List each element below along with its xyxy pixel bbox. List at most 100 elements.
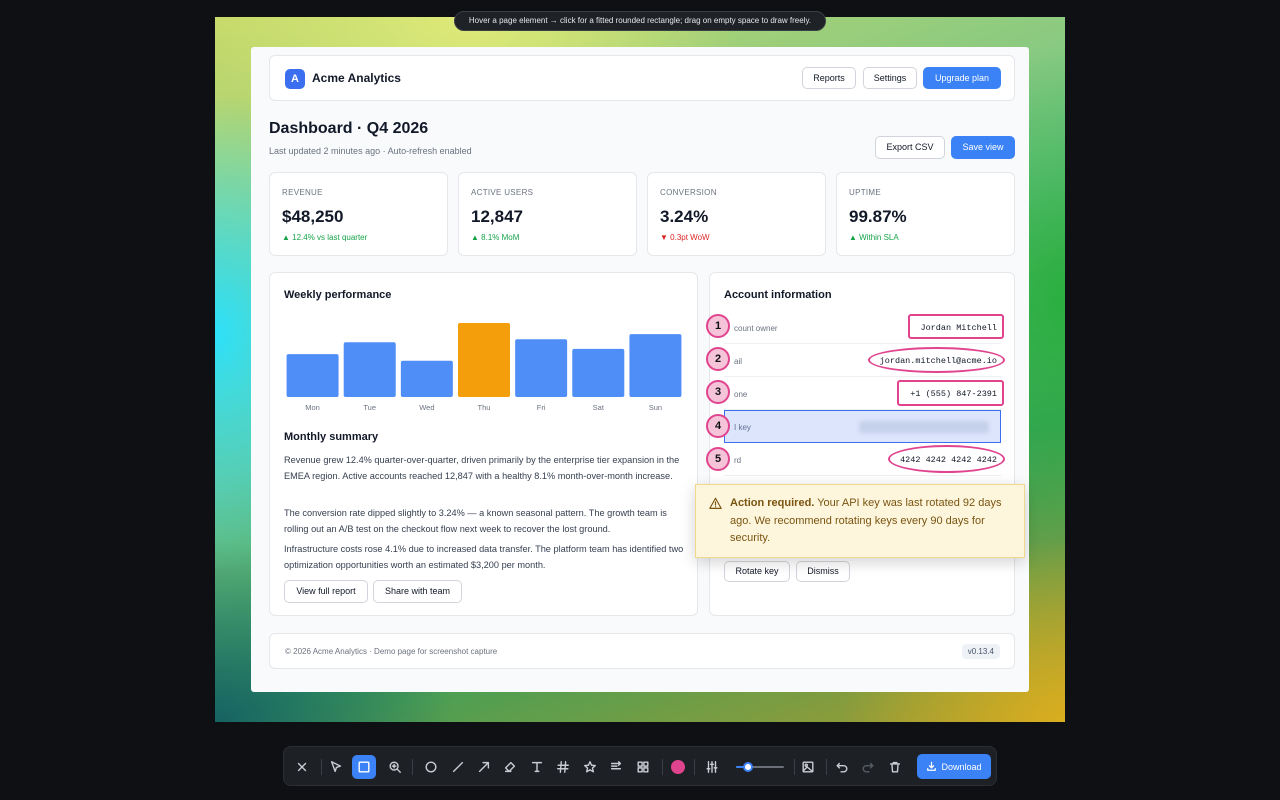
annotation-selection-4[interactable]: [724, 410, 1001, 443]
arrow-tool-button[interactable]: [472, 755, 496, 779]
stat-card-revenue: REVENUE $48,250 ▲ 12.4% vs last quarter: [269, 172, 448, 256]
toolbar-separator: [826, 759, 827, 775]
stat-card-uptime: UPTIME 99.87% ▲ Within SLA: [836, 172, 1015, 256]
clear-button[interactable]: [883, 755, 907, 779]
select-tool-button[interactable]: [324, 755, 348, 779]
redo-button[interactable]: [856, 755, 880, 779]
step-marker-2[interactable]: 2: [706, 347, 730, 371]
close-button[interactable]: [290, 755, 314, 779]
redact-tool-button[interactable]: [604, 755, 628, 779]
line-icon: [452, 761, 464, 773]
tick-label-thu: Thu: [478, 403, 491, 411]
highlighter-icon: [504, 761, 516, 773]
download-label: Download: [941, 761, 982, 772]
number-tool-button[interactable]: [551, 755, 575, 779]
stat-value: $48,250: [282, 207, 344, 226]
page-subtitle: Last updated 2 minutes ago · Auto-refres…: [269, 146, 472, 156]
alert-text: Your API key was last rotated 92 days ag…: [730, 497, 1002, 544]
summary-paragraph: Infrastructure costs rose 4.1% due to in…: [284, 544, 684, 570]
annotation-rectangle-1[interactable]: [908, 314, 1004, 339]
bar-wed: [400, 360, 453, 397]
app-name: Acme Analytics: [312, 71, 401, 85]
version-badge: v0.13.4: [961, 644, 1000, 659]
step-marker-5[interactable]: 5: [706, 447, 730, 471]
annotation-ellipse-5[interactable]: [888, 445, 1005, 473]
monthly-summary-title: Monthly summary: [284, 431, 379, 443]
star-tool-button[interactable]: [578, 755, 602, 779]
text-icon: [531, 761, 543, 773]
tick-label-fri: Fri: [537, 403, 546, 411]
toolbar-separator: [694, 759, 695, 775]
page-footer: © 2026 Acme Analytics · Demo page for sc…: [269, 633, 1015, 669]
arrow-icon: [478, 761, 490, 773]
rotate-key-button[interactable]: Rotate key: [724, 561, 790, 582]
color-swatch[interactable]: [671, 760, 685, 774]
summary-paragraph: Revenue grew 12.4% quarter-over-quarter,…: [284, 455, 680, 481]
tick-label-wed: Wed: [419, 403, 434, 411]
api-key-redacted-value: [859, 421, 989, 433]
circle-tool-button[interactable]: [419, 755, 443, 779]
stroke-settings-button[interactable]: [700, 755, 724, 779]
stat-change: ▼ 0.3pt WoW: [660, 233, 710, 242]
zoom-icon: [389, 761, 401, 773]
stat-label: UPTIME: [849, 188, 882, 197]
bar-thu: [458, 323, 510, 397]
download-button[interactable]: Download: [917, 754, 991, 779]
annotation-ellipse-2[interactable]: [868, 347, 1005, 373]
account-owner-value: Jordan Mitchell: [920, 323, 997, 333]
tick-label-sat: Sat: [593, 403, 605, 411]
stat-card-active-users: ACTIVE USERS 12,847 ▲ 8.1% MoM: [458, 172, 637, 256]
phone-value: +1 (555) 847-2391: [910, 389, 997, 399]
hint-banner: Hover a page element → click for a fitte…: [454, 11, 826, 31]
step-marker-3[interactable]: 3: [706, 380, 730, 404]
top-header: A Acme Analytics Reports Settings Upgrad…: [269, 55, 1015, 101]
annotation-rectangle-3[interactable]: [897, 380, 1004, 406]
share-with-team-button[interactable]: Share with team: [373, 580, 462, 603]
toolbar-separator: [321, 759, 322, 775]
upgrade-plan-button[interactable]: Upgrade plan: [923, 67, 1001, 89]
stat-label: ACTIVE USERS: [471, 188, 534, 197]
rectangle-tool-button[interactable]: [352, 755, 376, 779]
line-tool-button[interactable]: [446, 755, 470, 779]
download-icon: [927, 761, 937, 771]
text-tool-button[interactable]: [525, 755, 549, 779]
bar-fri: [515, 339, 568, 397]
view-full-report-button[interactable]: View full report: [284, 580, 368, 603]
summary-paragraph: The conversion rate dipped slightly to 3…: [284, 508, 667, 534]
bar-mon: [286, 354, 339, 397]
api-key-label: I key: [734, 423, 751, 432]
weekly-performance-panel: Weekly performance Mon Tue Wed Thu Fri Sat Sun…: [269, 272, 698, 616]
redo-icon: [862, 762, 874, 773]
tick-label-mon: Mon: [305, 403, 320, 411]
grid-tool-button[interactable]: [631, 755, 655, 779]
sliders-icon: [706, 761, 718, 773]
select-icon: [330, 761, 342, 773]
step-marker-1[interactable]: 1: [706, 314, 730, 338]
undo-icon: [836, 762, 848, 773]
toolbar-separator: [662, 759, 663, 775]
bar-tue: [343, 342, 396, 397]
redact-icon: [610, 761, 622, 770]
weekly-performance-title: Weekly performance: [284, 289, 392, 301]
image-tool-button[interactable]: [796, 755, 820, 779]
warning-icon: [709, 497, 722, 509]
account-info-panel: Account information count owner Jordan M…: [709, 272, 1015, 616]
dismiss-button[interactable]: Dismiss: [796, 561, 850, 582]
dashboard-page: A Acme Analytics Reports Settings Upgrad…: [251, 47, 1029, 692]
save-view-button[interactable]: Save view: [951, 136, 1015, 159]
capture-canvas[interactable]: A Acme Analytics Reports Settings Upgrad…: [215, 17, 1065, 722]
reports-button[interactable]: Reports: [802, 67, 856, 89]
settings-button[interactable]: Settings: [863, 67, 917, 89]
step-marker-4[interactable]: 4: [706, 414, 730, 438]
slider-knob[interactable]: [743, 762, 753, 772]
zoom-tool-button[interactable]: [383, 755, 407, 779]
grid-icon: [637, 761, 649, 773]
toolbar-separator: [794, 759, 795, 775]
stat-label: CONVERSION: [660, 188, 717, 197]
stroke-width-slider[interactable]: [736, 762, 784, 772]
export-csv-button[interactable]: Export CSV: [875, 136, 945, 159]
undo-button[interactable]: [830, 755, 854, 779]
slider-fill: [736, 766, 748, 768]
highlighter-tool-button[interactable]: [498, 755, 522, 779]
annotation-toolbar: Download: [283, 746, 997, 786]
